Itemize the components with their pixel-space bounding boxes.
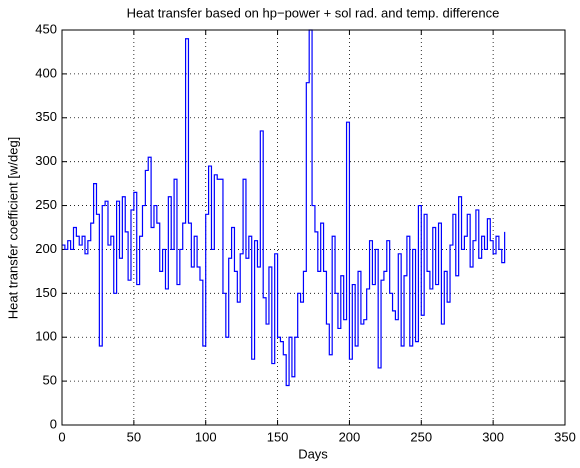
x-axis-label: Days <box>298 446 328 461</box>
stairs-line <box>62 29 506 387</box>
x-tick-label: 0 <box>58 429 65 444</box>
plot-area <box>62 29 506 387</box>
x-tick-label: 150 <box>267 429 289 444</box>
y-tick-label: 200 <box>35 241 57 256</box>
chart-title: Heat transfer based on hp−power + sol ra… <box>127 5 500 20</box>
y-tick-label: 50 <box>43 373 57 388</box>
x-tick-label: 250 <box>410 429 432 444</box>
y-tick-label: 350 <box>35 109 57 124</box>
x-tick-label: 100 <box>195 429 217 444</box>
x-tick-label: 50 <box>127 429 141 444</box>
x-tick-label: 300 <box>482 429 504 444</box>
y-axis-label: Heat transfer coefficient [w/deg] <box>5 137 20 320</box>
y-tick-label: 450 <box>35 21 57 36</box>
y-tick-label: 150 <box>35 285 57 300</box>
y-tick-label: 250 <box>35 197 57 212</box>
y-tick-label: 0 <box>50 416 57 431</box>
x-tick-label: 200 <box>339 429 361 444</box>
x-tick-label: 350 <box>554 429 576 444</box>
axes-box <box>61 29 566 426</box>
y-tick-label: 300 <box>35 153 57 168</box>
y-tick-label: 100 <box>35 329 57 344</box>
y-tick-label: 400 <box>35 65 57 80</box>
